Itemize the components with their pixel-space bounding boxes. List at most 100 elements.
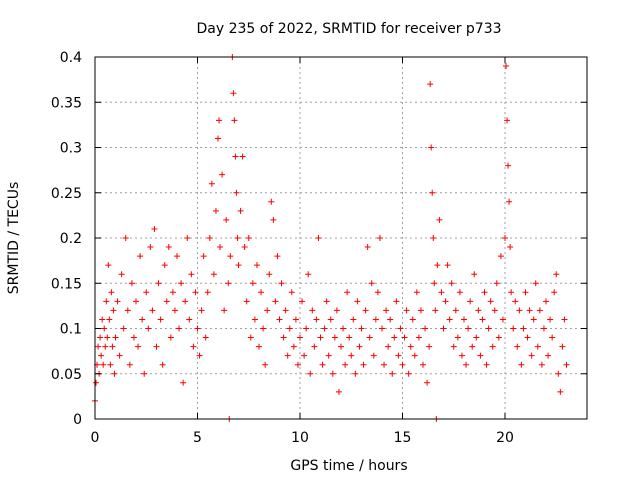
data-point bbox=[208, 180, 215, 187]
data-point bbox=[504, 117, 511, 124]
data-point bbox=[262, 361, 269, 368]
data-point bbox=[270, 216, 277, 223]
data-point bbox=[450, 343, 457, 350]
data-point bbox=[104, 334, 111, 341]
data-point bbox=[413, 289, 420, 296]
data-point bbox=[313, 316, 320, 323]
data-point bbox=[338, 343, 344, 350]
data-point bbox=[276, 316, 283, 323]
data-point bbox=[198, 307, 205, 314]
data-point bbox=[547, 316, 554, 323]
data-point bbox=[366, 334, 373, 341]
data-point bbox=[112, 334, 119, 341]
data-point bbox=[247, 334, 254, 341]
data-point bbox=[219, 171, 226, 178]
y-axis-label: SRMTID / TECUs bbox=[6, 182, 22, 295]
data-point bbox=[147, 244, 154, 251]
data-point bbox=[256, 343, 262, 350]
data-point bbox=[424, 379, 431, 386]
data-point bbox=[528, 352, 535, 359]
y-tick-label: 0.3 bbox=[60, 141, 82, 157]
data-point bbox=[294, 361, 301, 368]
data-point bbox=[372, 316, 379, 323]
data-point bbox=[426, 343, 433, 350]
data-point bbox=[514, 343, 521, 350]
data-point bbox=[161, 262, 168, 269]
data-point bbox=[483, 361, 490, 368]
data-point bbox=[149, 307, 156, 314]
y-tick-label: 0.35 bbox=[51, 95, 82, 111]
data-point bbox=[461, 316, 467, 323]
data-point bbox=[440, 325, 447, 332]
data-point bbox=[454, 334, 461, 341]
data-point bbox=[409, 316, 416, 323]
data-point bbox=[352, 370, 359, 377]
data-point bbox=[452, 307, 459, 314]
data-point bbox=[109, 343, 116, 350]
data-point bbox=[311, 343, 318, 350]
data-point bbox=[93, 379, 100, 386]
data-point bbox=[249, 280, 256, 287]
data-point bbox=[417, 307, 424, 314]
data-point bbox=[216, 117, 223, 124]
data-point bbox=[540, 325, 547, 332]
data-point bbox=[559, 343, 566, 350]
data-point bbox=[260, 325, 267, 332]
data-point bbox=[165, 244, 172, 251]
data-point bbox=[241, 244, 248, 251]
data-point bbox=[342, 361, 349, 368]
data-point bbox=[516, 307, 523, 314]
x-tick-label: 20 bbox=[496, 430, 514, 446]
data-point bbox=[297, 334, 303, 341]
data-point bbox=[130, 334, 137, 341]
data-point bbox=[227, 253, 234, 260]
data-point bbox=[442, 298, 449, 305]
data-point bbox=[192, 289, 199, 296]
data-point bbox=[122, 235, 129, 241]
data-point bbox=[111, 370, 118, 377]
data-point bbox=[190, 343, 197, 350]
data-point bbox=[151, 225, 158, 232]
data-point bbox=[319, 361, 326, 368]
data-point bbox=[221, 307, 228, 314]
data-point bbox=[133, 298, 139, 305]
data-point bbox=[143, 289, 150, 296]
data-point bbox=[237, 207, 244, 214]
data-point bbox=[114, 298, 121, 305]
data-point bbox=[503, 63, 510, 70]
data-point bbox=[153, 343, 160, 350]
data-point bbox=[518, 361, 525, 368]
data-point bbox=[505, 162, 512, 169]
data-point bbox=[231, 117, 238, 124]
data-point bbox=[473, 334, 480, 341]
data-point bbox=[101, 325, 108, 332]
data-point bbox=[493, 280, 500, 287]
data-point bbox=[299, 298, 306, 305]
data-point bbox=[141, 370, 148, 377]
data-point bbox=[553, 271, 560, 278]
data-point bbox=[485, 325, 492, 332]
data-point bbox=[245, 235, 252, 241]
data-point bbox=[217, 244, 224, 251]
data-point bbox=[487, 298, 494, 305]
data-point bbox=[223, 216, 230, 223]
data-point bbox=[395, 352, 402, 359]
data-point bbox=[137, 253, 144, 260]
data-point bbox=[159, 361, 166, 368]
data-point bbox=[331, 334, 338, 341]
data-point bbox=[282, 307, 289, 314]
data-point bbox=[376, 235, 383, 241]
data-point bbox=[381, 361, 388, 368]
data-point bbox=[323, 298, 330, 305]
data-point bbox=[171, 307, 178, 314]
data-point bbox=[512, 298, 519, 305]
data-point bbox=[333, 307, 340, 314]
data-point bbox=[397, 325, 404, 332]
data-point bbox=[327, 316, 334, 323]
data-point bbox=[346, 334, 353, 341]
data-point bbox=[155, 280, 162, 287]
data-point bbox=[274, 253, 281, 260]
grid bbox=[95, 57, 587, 419]
data-point bbox=[110, 307, 117, 314]
data-point bbox=[495, 334, 502, 341]
